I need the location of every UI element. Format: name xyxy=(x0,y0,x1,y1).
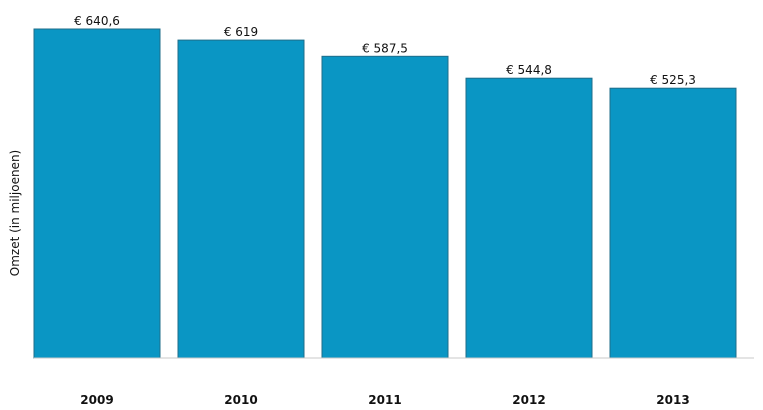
data-label-2009: € 640,6 xyxy=(74,14,120,28)
x-tick-label-2012: 2012 xyxy=(512,393,545,407)
x-tick-label-2009: 2009 xyxy=(80,393,113,407)
y-axis-title: Omzet (in miljoenen) xyxy=(8,150,22,276)
data-label-2011: € 587,5 xyxy=(362,41,408,55)
bar-2011 xyxy=(321,55,449,359)
x-tick-labels-group: 2009 2010 2011 2012 2013 xyxy=(80,393,689,407)
data-label-2012: € 544,8 xyxy=(506,63,552,77)
bar-2013 xyxy=(609,87,737,359)
bars-group xyxy=(33,28,737,359)
x-tick-label-2011: 2011 xyxy=(368,393,401,407)
data-label-2010: € 619 xyxy=(224,25,258,39)
data-labels-group: € 640,6 € 619 € 587,5 € 544,8 € 525,3 xyxy=(74,14,696,87)
bar-2012 xyxy=(465,77,593,359)
x-tick-label-2010: 2010 xyxy=(224,393,257,407)
data-label-2013: € 525,3 xyxy=(650,73,696,87)
bar-2009 xyxy=(33,28,161,359)
x-tick-label-2013: 2013 xyxy=(656,393,689,407)
bar-2010 xyxy=(177,39,305,359)
